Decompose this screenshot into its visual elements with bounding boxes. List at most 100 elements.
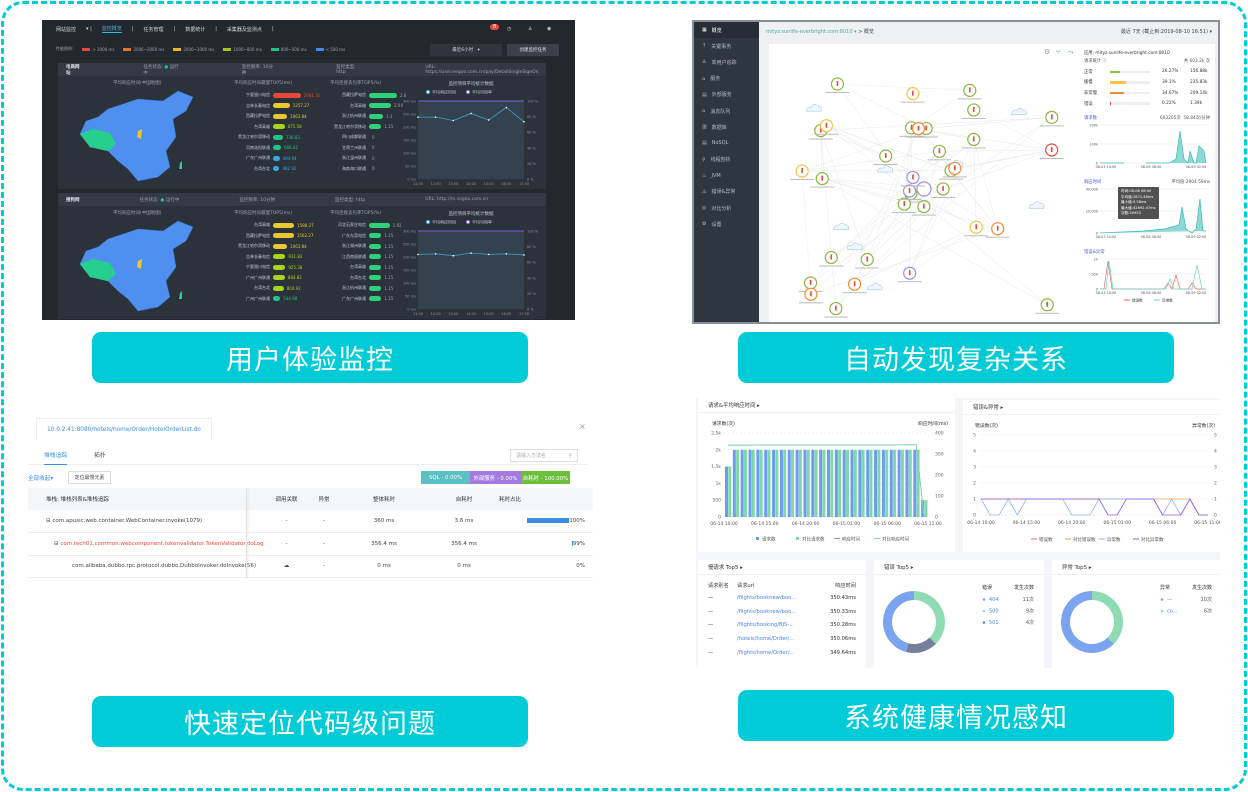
settings-icon[interactable]: ⚙ <box>1044 48 1051 56</box>
tooltip-line: 最小值:0.58ms <box>1121 200 1147 205</box>
card-title[interactable]: 慢请求 Top5 ▸ <box>698 560 866 575</box>
node-glyph <box>954 165 956 171</box>
url-link[interactable]: /flights/booknew/boo... <box>737 608 797 615</box>
card-title[interactable]: 错误 Top5 ▸ <box>874 560 1044 575</box>
app-selector[interactable]: mityz.sunlife-everbright.com:8010 ▾ <box>766 29 857 35</box>
donut-slice-co...[interactable] <box>1092 591 1123 644</box>
slow-request-row[interactable]: — /flights/booknew/boo... 350.33ms <box>708 605 856 619</box>
sidebar-item[interactable]: ⌂ 服务 <box>694 71 759 87</box>
sidebar-item[interactable]: ⇡ 关键事务 <box>694 38 759 54</box>
cloud-icon[interactable]: ☁ <box>283 563 290 570</box>
bar-compare-requests <box>728 466 732 517</box>
nav-item[interactable]: 网站监控 <box>56 26 77 33</box>
sidebar-item[interactable]: ♨ JVM <box>694 168 759 184</box>
url-link[interactable]: /flights/booknew/boo... <box>737 594 797 601</box>
layout-icon[interactable]: ⑂ <box>1056 48 1061 56</box>
nav-item-active[interactable]: 监控概览 <box>101 26 122 33</box>
type-value: http <box>336 70 346 75</box>
stat-row: 错误 0.22% 1.39k <box>1084 98 1210 109</box>
x-tick: 06-15 11:00 <box>1194 520 1220 526</box>
slow-request-row[interactable]: — /hotels/home/Order/... 350.06ms <box>708 632 856 646</box>
sidebar-item[interactable]: ⌂ 消息队列 <box>694 103 759 119</box>
legend-label[interactable]: 404 <box>989 597 999 603</box>
share-icon[interactable]: ⤳ <box>1068 48 1074 56</box>
time-range-select[interactable]: 最近 7天 (截止到:2019-08-10 16:51) ▾ <box>1120 29 1212 35</box>
sidebar-label: 关键事务 <box>711 43 732 50</box>
nav-item[interactable]: 任务管理 <box>143 26 164 33</box>
node-glyph <box>853 281 856 287</box>
url-link[interactable]: /flights/booking/BJS-... <box>737 622 795 629</box>
method-search-input[interactable]: 请输入方法名 ⚲ <box>510 449 578 462</box>
user-icon[interactable]: ♙ <box>528 26 533 32</box>
tab-topology[interactable]: 拓扑 <box>94 453 106 459</box>
topology-graph[interactable] <box>769 44 1079 322</box>
collapse-all-button[interactable]: 全部收起▾ <box>28 476 54 482</box>
locate-slowest-button[interactable]: 定位最慢元素 <box>68 471 111 484</box>
card-title[interactable]: 错误&异常 ▸ <box>963 400 1220 415</box>
legend-label[interactable]: — <box>1167 597 1172 603</box>
bar <box>273 134 283 140</box>
sidebar-item[interactable]: ♙ 单用户追踪 <box>694 54 759 70</box>
sidebar-item[interactable]: ⚲ 线程剖析 <box>694 152 759 168</box>
stack-row[interactable]: ⊟ com.apusic.web.container.WebContainer.… <box>28 510 593 533</box>
expand-icon[interactable]: ⊟ <box>46 518 53 524</box>
topology-center-node[interactable] <box>916 181 932 197</box>
slow-request-row[interactable]: — /flights/home/Order/... 349.64ms <box>708 646 856 660</box>
response-point <box>505 106 508 109</box>
node-label <box>900 185 925 187</box>
bar-compare-requests <box>743 449 747 517</box>
sidebar-item[interactable]: ▤ NoSQL <box>694 135 759 151</box>
bar-requests <box>779 449 783 517</box>
y-tick: 50 ms <box>405 295 416 299</box>
nav-item[interactable]: 采集器及监测点 <box>226 26 262 33</box>
cloud-icon <box>806 104 822 112</box>
y-tick: 0 <box>973 513 976 519</box>
column-divider[interactable] <box>246 488 247 578</box>
range-select[interactable]: 最近6小时 ▾ <box>430 44 502 56</box>
url-tab[interactable]: 10.0.2.41:8080/hotels/home/Order/HotelOr… <box>36 418 212 440</box>
tooltip-line: 时间:08-08 08:00 <box>1121 188 1152 193</box>
error-line <box>1100 260 1206 290</box>
card-title[interactable]: 请求&平均响应时间 ▸ <box>698 398 955 413</box>
donut-slice-501[interactable] <box>905 637 936 653</box>
sidebar-item[interactable]: ⚠ 错误&异常 <box>694 184 759 200</box>
rt-avg: 平均值:2904.59ms <box>1171 179 1210 185</box>
url-link[interactable]: /hotels/home/Order/... <box>737 636 795 643</box>
tab-stack-trace[interactable]: 堆栈追踪 <box>44 450 68 465</box>
clock-icon[interactable]: ◷ <box>507 26 512 32</box>
sidebar-item[interactable]: ◎ 对比分析 <box>694 200 759 216</box>
donut-slice-404[interactable] <box>883 591 914 652</box>
nav-item[interactable]: 数据统计 <box>185 26 206 33</box>
sidebar-item[interactable]: ▦ 概览 <box>694 22 759 39</box>
donut-slice-500[interactable] <box>914 591 945 644</box>
stack-row[interactable]: ⊟ com.tech01.common.webcomponent.tokenva… <box>28 532 593 556</box>
stat-pct: 26.27% <box>1162 69 1179 75</box>
legend-label[interactable]: 501 <box>989 620 999 626</box>
sidebar-label: 数据库 <box>711 124 727 131</box>
node-glyph <box>908 270 911 276</box>
legend-label[interactable]: 500 <box>989 609 999 615</box>
sidebar-item[interactable]: ▤ 外部服务 <box>694 87 759 103</box>
card-title[interactable]: 异常 Top5 ▸ <box>1052 560 1220 575</box>
monitor-panel: 搜狗网 任务状态: ● 运行中 监控频率: 10分钟 监控类型: http URL: h… <box>58 193 546 319</box>
topology-edge <box>904 149 1052 205</box>
sidebar-item[interactable]: ▥ 数据库 <box>694 119 759 135</box>
close-icon[interactable]: × <box>579 422 586 431</box>
create-task-button[interactable]: 创建监控任务 <box>507 44 559 56</box>
stack-row[interactable]: com.alibaba.dubbo.rpc.protocol.dubbo.Dub… <box>28 555 593 578</box>
legend-label[interactable]: co... <box>1167 609 1178 615</box>
settings-icon[interactable]: ◉ <box>547 26 552 32</box>
method-name: com.apusic.web.container.WebContainer.in… <box>52 518 203 524</box>
url-link[interactable]: /flights/home/Order/... <box>737 650 795 657</box>
bar-requests <box>764 449 768 517</box>
slow-request-row[interactable]: — /flights/booking/BJS-... 350.28ms <box>708 619 856 633</box>
bell-icon[interactable]: 8 <box>490 24 500 30</box>
error-donut: 错误 发生次数 404 11次 500 9次 501 4次 <box>883 584 1034 653</box>
bar-compare-requests <box>916 449 920 517</box>
node-glyph <box>975 224 978 230</box>
sidebar-item[interactable]: ⚙ 设置 <box>694 216 759 232</box>
slow-request-row[interactable]: — /flights/booknew/boo... 350.43ms <box>708 591 856 605</box>
expand-icon[interactable]: ⊟ <box>54 540 61 547</box>
donut-slice-—[interactable] <box>1061 591 1114 653</box>
bar-value: 0 <box>372 145 375 151</box>
